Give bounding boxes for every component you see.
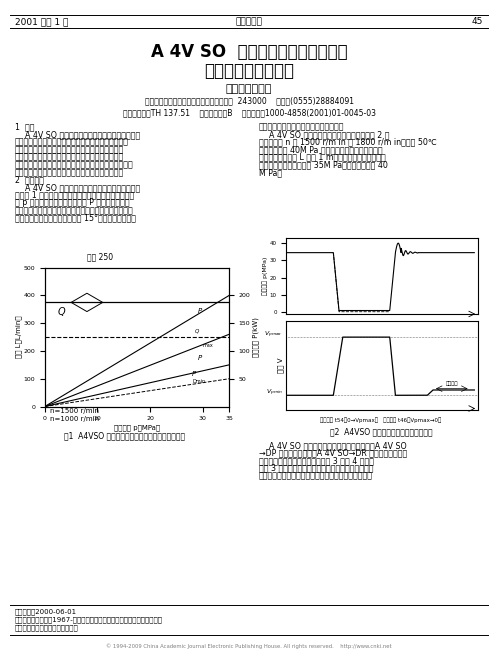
Text: 线如图 1 所示。在某排量及转速已定的情况下，随着压: 线如图 1 所示。在某排量及转速已定的情况下，随着压: [15, 190, 134, 200]
Y-axis label: 流量 L（L/min）: 流量 L（L/min）: [15, 316, 22, 358]
Text: $V_{pmax}$: $V_{pmax}$: [264, 329, 282, 340]
Text: 小，效率高，节省能源。对于我们用户来说，不仅要了解: 小，效率高，节省能源。对于我们用户来说，不仅要了解: [15, 160, 133, 169]
Text: A 4V SO  型恒压变量轴向柱塞泵的: A 4V SO 型恒压变量轴向柱塞泵的: [151, 42, 347, 61]
Text: Dmin: Dmin: [192, 379, 205, 384]
Text: 及安全压力为 40M Pa 的条件下，用溢流阀作为加载: 及安全压力为 40M Pa 的条件下，用溢流阀作为加载: [259, 145, 382, 154]
Text: 作者简介：曹心圣（1967-），安徽省定远人，工程师，学士。主要从事马: 作者简介：曹心圣（1967-），安徽省定远人，工程师，学士。主要从事马: [15, 616, 163, 623]
Text: Q: Q: [58, 307, 66, 317]
Text: 曹心圣，张俊维: 曹心圣，张俊维: [226, 83, 272, 94]
Text: M Pa。: M Pa。: [259, 168, 282, 177]
Text: $V_{pmin}$: $V_{pmin}$: [265, 387, 282, 398]
Text: A 4V SO 型泵有两种工作方式，即并联式（A 4V SO: A 4V SO 型泵有两种工作方式，即并联式（A 4V SO: [259, 441, 407, 450]
Text: （马钢线材改造零备件处，安徽省马鞍山市  243000    电话：(0555)28884091: （马钢线材改造零备件处，安徽省马鞍山市 243000 电话：(0555)2888…: [144, 97, 354, 106]
Text: 示。在转速 n 为 1500 r/m in 或 1800 r/m in，油温 50℃: 示。在转速 n 为 1500 r/m in 或 1800 r/m in，油温 5…: [259, 137, 437, 147]
Text: 起，由一个溢流阀控制系统压力，其最大流量与最小流: 起，由一个溢流阀控制系统压力，其最大流量与最小流: [259, 471, 373, 481]
Text: A 4V SO 型恒压变量泵输入功率与流量的工作曲: A 4V SO 型恒压变量泵输入功率与流量的工作曲: [15, 183, 140, 192]
X-axis label: 工作压力 p（MPa）: 工作压力 p（MPa）: [114, 424, 160, 430]
Text: 45: 45: [472, 17, 483, 26]
Text: A 4V SO 型恒压变量泵的动态工作曲线如图 2 所: A 4V SO 型恒压变量泵的动态工作曲线如图 2 所: [259, 130, 389, 139]
Text: 设定与故障处理方法: 设定与故障处理方法: [204, 61, 294, 80]
Text: 中图分类号：TH 137.51    文献标识码：B    文章编号：1000-4858(2001)01-0045-03: 中图分类号：TH 137.51 文献标识码：B 文章编号：1000-4858(2…: [123, 108, 375, 117]
Text: 1  前言: 1 前言: [15, 122, 34, 132]
Text: 设定时间 t54（0→Vpmax）   设定时间 t46（Vpmax→0）: 设定时间 t54（0→Vpmax） 设定时间 t46（Vpmax→0）: [320, 418, 442, 423]
Text: P: P: [198, 308, 202, 314]
Text: 钢轧线材改造的液压零备件工作。: 钢轧线材改造的液压零备件工作。: [15, 624, 79, 631]
Text: 控制时间: 控制时间: [446, 381, 458, 386]
Text: A 4V SO 型恒压变量轴向柱塞泵属力士乐公司的: A 4V SO 型恒压变量轴向柱塞泵属力士乐公司的: [15, 130, 140, 139]
Text: 液压与气动: 液压与气动: [236, 17, 262, 26]
Y-axis label: 排量 V: 排量 V: [277, 358, 283, 373]
Text: P: P: [192, 371, 197, 377]
Text: 损路 250: 损路 250: [87, 253, 113, 261]
Text: 图1  A4VSO 恒压变量泵输入功率与流量的工作曲线: 图1 A4VSO 恒压变量泵输入功率与流量的工作曲线: [64, 431, 185, 440]
Text: 2  工作原理: 2 工作原理: [15, 175, 44, 184]
Text: 在图 3 的并联式中，当平台泵压力控制回路并联在一: 在图 3 的并联式中，当平台泵压力控制回路并联在一: [259, 464, 374, 473]
Text: 图2  A4VSO 型恒压变量泵的动态工作曲线: 图2 A4VSO 型恒压变量泵的动态工作曲线: [330, 427, 432, 436]
Y-axis label: 工作压力 p(MPa): 工作压力 p(MPa): [262, 256, 268, 295]
Text: 的控制回路及其工作曲线分别如图 3 和图 4 所示。: 的控制回路及其工作曲线分别如图 3 和图 4 所示。: [259, 456, 374, 465]
Text: Q: Q: [195, 329, 199, 334]
Text: 其工作原理，而且要掌握设定及处理其故障的方法。: 其工作原理，而且要掌握设定及处理其故障的方法。: [15, 168, 124, 177]
Text: 负载阶跃。其标称压力为 35M Pa，尖峰压力可达 40: 负载阶跃。其标称压力为 35M Pa，尖峰压力可达 40: [259, 160, 388, 169]
Y-axis label: 输入功率 P(kW): 输入功率 P(kW): [252, 317, 258, 357]
Text: 控制所需流量增大而随之成比例地减小。: 控制所需流量增大而随之成比例地减小。: [259, 122, 345, 132]
Text: 金工况中使用非常普遍。其控制性能在于保持系统压: 金工况中使用非常普遍。其控制性能在于保持系统压: [15, 145, 124, 154]
Text: 力 p 的提高，所要求的输入功率 P 随之成比例地增: 力 p 的提高，所要求的输入功率 P 随之成比例地增: [15, 198, 129, 208]
Text: max: max: [203, 342, 214, 348]
Text: 阀，在泵的出口处 L 下游 1 m，打开和关闭压力管得到: 阀，在泵的出口处 L 下游 1 m，打开和关闭压力管得到: [259, 153, 386, 162]
Text: n=1500 r/min: n=1500 r/min: [50, 408, 99, 414]
Text: P: P: [198, 355, 202, 361]
Text: © 1994-2009 China Academic Journal Electronic Publishing House. All rights reser: © 1994-2009 China Academic Journal Elect…: [106, 644, 392, 649]
Text: 收稿日期：2000-06-01: 收稿日期：2000-06-01: [15, 608, 77, 615]
Text: 产品，目前在国内外应用很广泛，尤其在高压富裕的冶: 产品，目前在国内外应用很广泛，尤其在高压富裕的冶: [15, 137, 129, 147]
Text: 2001 年第 1 期: 2001 年第 1 期: [15, 17, 68, 26]
Text: 大，其最小流量（斜盘处于最短角）也随之成比例增大，: 大，其最小流量（斜盘处于最短角）也随之成比例增大，: [15, 206, 133, 215]
Text: 其最大流量（斜盘处于最大摆角 15°）因泵自身润滑与: 其最大流量（斜盘处于最大摆角 15°）因泵自身润滑与: [15, 214, 136, 223]
Text: n=1000 r/min: n=1000 r/min: [50, 416, 99, 422]
Text: 力恒定，仅输出驱动负载所需的流量，使系统变量重: 力恒定，仅输出驱动负载所需的流量，使系统变量重: [15, 153, 124, 162]
Text: →DP 型）与非并联式（A 4V SO→DR 型），这两种型式: →DP 型）与非并联式（A 4V SO→DR 型），这两种型式: [259, 448, 407, 457]
